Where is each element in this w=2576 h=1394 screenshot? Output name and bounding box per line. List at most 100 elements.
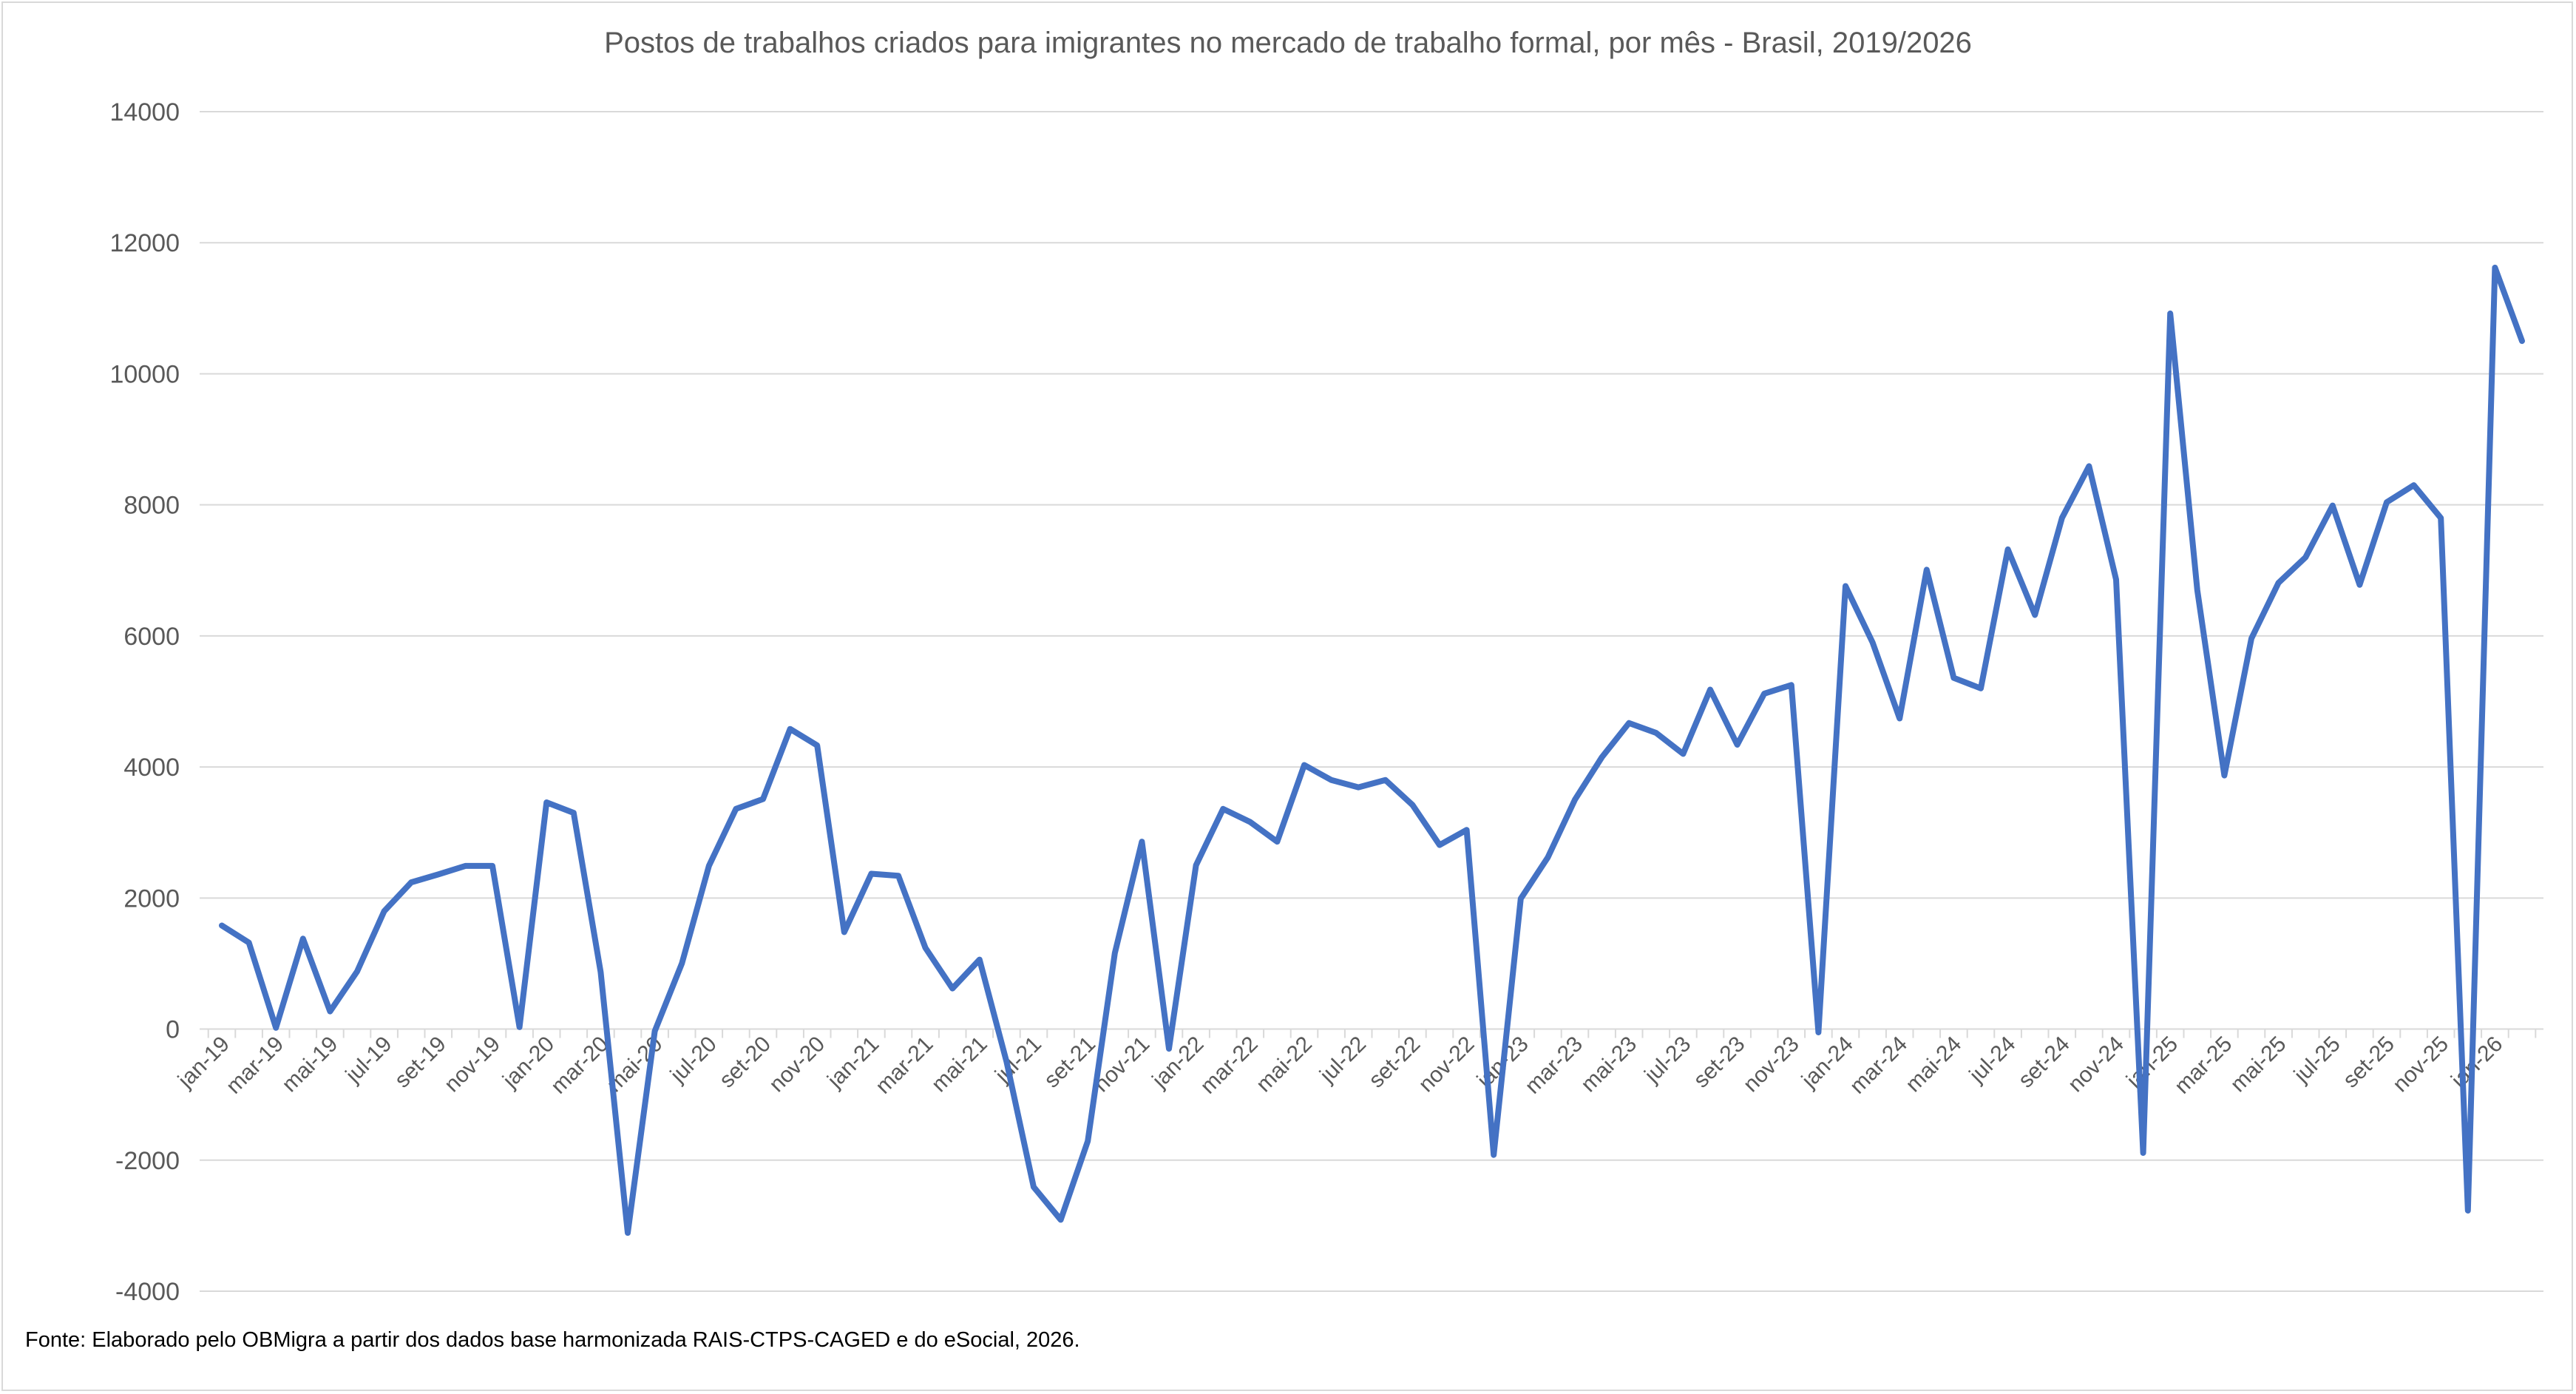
x-tick-label: jan-26 <box>2446 1032 2507 1093</box>
data-point <box>2168 311 2172 316</box>
data-point <box>1654 731 1658 735</box>
data-point <box>1708 688 1712 692</box>
data-point <box>1816 1030 1820 1035</box>
y-tick-label: 10000 <box>109 360 180 388</box>
x-tick-label: jul-19 <box>341 1032 397 1088</box>
data-point <box>490 864 495 868</box>
data-point <box>1627 721 1631 725</box>
data-point <box>2412 483 2416 487</box>
x-tick-label: mar-24 <box>1845 1032 1913 1099</box>
data-point <box>220 924 224 928</box>
data-point <box>1491 1153 1496 1157</box>
y-tick-label: 2000 <box>123 884 180 913</box>
x-axis <box>200 1028 2543 1038</box>
data-point <box>1789 683 1794 687</box>
data-point <box>518 1025 522 1029</box>
data-point <box>1465 828 1469 832</box>
x-tick-label: mai-19 <box>277 1032 342 1097</box>
data-point <box>2141 1151 2146 1155</box>
data-point <box>1221 807 1225 811</box>
data-point <box>1681 751 1685 756</box>
data-point <box>382 909 387 913</box>
data-point <box>2249 636 2254 640</box>
data-point <box>1897 717 1902 721</box>
x-tick-label: nov-22 <box>1414 1032 1479 1097</box>
data-point <box>815 743 819 748</box>
data-point <box>1410 803 1414 808</box>
data-point <box>1356 785 1360 790</box>
data-point <box>1735 742 1740 747</box>
x-tick-label: jul-23 <box>1639 1032 1695 1088</box>
data-point <box>1113 951 1117 955</box>
data-point <box>761 797 765 802</box>
x-tick-label: mar-21 <box>871 1032 938 1099</box>
data-point <box>1059 1217 1063 1222</box>
y-axis-ticks: -4000 -2000 0 2000 4000 6000 8000 10000 12000 140… <box>109 98 180 1306</box>
x-tick-label: mai-22 <box>1252 1032 1317 1097</box>
data-point <box>626 1231 630 1235</box>
y-tick-label: -4000 <box>115 1278 180 1306</box>
data-point <box>2006 547 2010 552</box>
data-point <box>842 930 847 934</box>
x-tick-label: set-22 <box>1364 1032 1425 1092</box>
data-point <box>2195 588 2200 592</box>
x-tick-label: nov-19 <box>440 1032 505 1097</box>
data-point <box>2466 1208 2470 1213</box>
x-tick-label: jul-22 <box>1315 1032 1371 1088</box>
data-point <box>2438 515 2443 520</box>
data-point <box>1600 755 1604 759</box>
data-point <box>1167 1046 1171 1051</box>
data-point <box>2087 464 2091 468</box>
data-point <box>1329 778 1334 782</box>
x-tick-label: mar-23 <box>1520 1032 1587 1099</box>
y-tick-label: 0 <box>166 1016 180 1044</box>
x-tick-label: set-19 <box>390 1032 450 1092</box>
y-tick-label: 12000 <box>109 229 180 257</box>
data-point <box>923 946 928 950</box>
y-tick-label: 14000 <box>109 98 180 126</box>
data-point <box>598 970 603 974</box>
data-point <box>1248 820 1253 825</box>
x-tick-label: mai-21 <box>927 1032 992 1097</box>
data-point <box>2277 581 2281 585</box>
data-point <box>2357 583 2362 587</box>
data-point <box>544 800 549 805</box>
data-point <box>1139 839 1144 844</box>
x-tick-label: nov-20 <box>765 1032 830 1097</box>
data-point <box>247 941 251 945</box>
x-tick-label: mar-25 <box>2170 1032 2237 1099</box>
data-point <box>409 880 413 884</box>
data-point <box>572 811 576 815</box>
data-point <box>463 864 467 868</box>
data-point <box>1383 778 1388 782</box>
data-point <box>436 872 441 876</box>
x-tick-label: mai-24 <box>1901 1032 1966 1097</box>
data-point <box>2114 578 2118 582</box>
data-point <box>1437 843 1442 847</box>
y-tick-label: 6000 <box>123 623 180 651</box>
data-point <box>2303 555 2308 560</box>
data-point <box>1925 567 1929 572</box>
data-point <box>2385 500 2389 504</box>
data-point <box>1004 1060 1009 1064</box>
y-tick-label: 8000 <box>123 492 180 520</box>
data-point <box>301 936 305 941</box>
data-point <box>707 864 711 868</box>
series-line <box>219 264 2525 1236</box>
data-point <box>1843 584 1848 589</box>
x-tick-label: jul-24 <box>1965 1032 2021 1088</box>
data-point <box>1951 676 1956 680</box>
y-tick-label: -2000 <box>115 1147 180 1175</box>
data-point <box>2492 265 2497 270</box>
data-point <box>869 872 873 876</box>
data-point <box>1194 863 1199 867</box>
data-point <box>653 1029 657 1033</box>
x-tick-label: set-20 <box>715 1032 776 1092</box>
data-point <box>679 961 684 966</box>
x-tick-label: mai-23 <box>1576 1032 1641 1097</box>
data-point <box>1573 797 1577 802</box>
x-tick-label: nov-25 <box>2388 1032 2453 1097</box>
data-point <box>896 873 901 878</box>
data-point <box>1302 762 1306 767</box>
